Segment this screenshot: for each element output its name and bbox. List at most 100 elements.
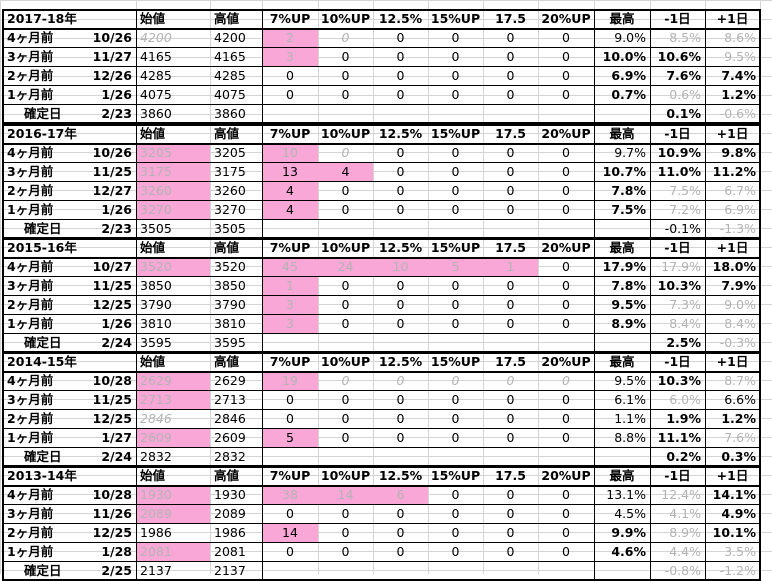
column-header[interactable]: 17.5	[495, 126, 526, 141]
column-header[interactable]: 10%UP	[320, 468, 371, 483]
cell-p15[interactable]: 0	[451, 316, 460, 331]
cell-p20[interactable]: 0	[562, 278, 570, 293]
cell-high[interactable]: 2609	[214, 430, 246, 445]
cell-m1[interactable]: 2.5%	[666, 335, 701, 350]
cell-start[interactable]: 3595	[140, 335, 172, 350]
cell-p175[interactable]: 0	[506, 392, 515, 407]
cell-m1[interactable]: 12.4%	[661, 487, 701, 502]
cell-p10[interactable]: 0	[341, 544, 350, 559]
cell-label[interactable]: 1ヶ月前	[7, 316, 54, 331]
cell-date[interactable]: 11/27	[92, 49, 132, 64]
column-header[interactable]: 7%UP	[269, 240, 311, 255]
cell-p7[interactable]	[262, 104, 318, 123]
cell-m1[interactable]: 7.5%	[669, 183, 701, 198]
cell-high[interactable]: 3860	[214, 106, 246, 121]
cell-date[interactable]: 11/25	[92, 164, 132, 179]
column-header[interactable]: -1日	[664, 240, 691, 255]
cell-p15[interactable]	[428, 447, 483, 466]
cell-p10[interactable]: 0	[341, 278, 350, 293]
cell-p15[interactable]: 5	[428, 257, 483, 276]
cell-date[interactable]: 12/25	[92, 297, 132, 312]
cell-high[interactable]: 2081	[214, 544, 246, 559]
cell-m1[interactable]: 4.1%	[669, 506, 701, 521]
cell-p125[interactable]: 0	[396, 392, 405, 407]
cell-label[interactable]: 4ヶ月前	[7, 373, 54, 388]
cell-p125[interactable]	[373, 104, 428, 123]
cell-p7[interactable]: 2	[262, 28, 318, 47]
column-header[interactable]: 20%UP	[541, 11, 591, 26]
cell-start[interactable]: 3270	[136, 200, 210, 219]
cell-p20[interactable]: 0	[562, 164, 570, 179]
cell-p10[interactable]: 0	[341, 30, 350, 45]
cell-label[interactable]: 2ヶ月前	[7, 297, 54, 312]
cell-p10[interactable]: 0	[341, 373, 350, 388]
cell-p175[interactable]: 0	[506, 430, 515, 445]
cell-date[interactable]: 10/28	[92, 487, 132, 502]
cell-start[interactable]: 3850	[140, 278, 172, 293]
cell-high[interactable]: 4075	[214, 87, 246, 102]
cell-high[interactable]: 3175	[214, 164, 246, 179]
cell-p7[interactable]: 45	[262, 257, 318, 276]
column-header[interactable]: 20%UP	[541, 354, 591, 369]
cell-p10[interactable]: 0	[341, 430, 350, 445]
column-header[interactable]: 高値	[214, 11, 240, 26]
cell-p175[interactable]	[483, 447, 538, 466]
column-header[interactable]: 最高	[609, 126, 635, 141]
column-header[interactable]: 12.5%	[378, 354, 423, 369]
cell-p1[interactable]: 11.2%	[712, 164, 756, 179]
cell-p7[interactable]: 13	[262, 162, 318, 181]
cell-p125[interactable]: 0	[396, 506, 405, 521]
cell-p1[interactable]: 6.9%	[724, 202, 756, 217]
cell-p20[interactable]: 0	[562, 87, 570, 102]
cell-max[interactable]: 10.7%	[602, 164, 646, 179]
cell-high[interactable]: 2832	[214, 449, 246, 464]
cell-max[interactable]	[594, 447, 650, 466]
cell-p175[interactable]: 0	[506, 506, 515, 521]
cell-high[interactable]: 3260	[214, 183, 246, 198]
cell-label[interactable]: 3ヶ月前	[7, 164, 54, 179]
cell-p1[interactable]: -0.3%	[719, 335, 756, 350]
cell-p125[interactable]: 0	[396, 202, 405, 217]
cell-start[interactable]: 4285	[140, 68, 172, 83]
cell-start[interactable]: 3260	[136, 181, 210, 200]
cell-date[interactable]: 10/26	[92, 30, 132, 45]
cell-date[interactable]: 10/27	[92, 259, 132, 274]
cell-p175[interactable]: 0	[506, 87, 515, 102]
cell-p20[interactable]: 0	[562, 145, 570, 160]
cell-start[interactable]: 3860	[140, 106, 172, 121]
cell-p20[interactable]: 0	[562, 525, 570, 540]
cell-p1[interactable]: 18.0%	[712, 259, 756, 274]
cell-label[interactable]: 4ヶ月前	[7, 30, 54, 45]
cell-p20[interactable]: 0	[562, 373, 570, 388]
cell-m1[interactable]: 7.2%	[669, 202, 701, 217]
column-header[interactable]: +1日	[716, 11, 749, 26]
cell-p7[interactable]	[262, 333, 318, 352]
cell-label[interactable]: 確定日	[24, 449, 62, 464]
cell-label[interactable]: 4ヶ月前	[7, 487, 54, 502]
cell-m1[interactable]: -0.1%	[664, 221, 701, 236]
cell-p175[interactable]: 0	[506, 30, 515, 45]
cell-p7[interactable]: 3	[262, 47, 318, 66]
cell-p15[interactable]: 0	[451, 183, 460, 198]
column-header[interactable]: 7%UP	[269, 126, 311, 141]
cell-start[interactable]: 3810	[140, 316, 172, 331]
cell-p7[interactable]: 0	[286, 411, 294, 426]
cell-p125[interactable]: 0	[396, 68, 405, 83]
cell-max[interactable]: 7.8%	[611, 183, 646, 198]
column-header[interactable]: +1日	[716, 240, 749, 255]
cell-p125[interactable]: 0	[396, 316, 405, 331]
column-header[interactable]: +1日	[716, 126, 749, 141]
year-label[interactable]: 2016-17年	[7, 126, 77, 141]
cell-p7[interactable]: 38	[262, 485, 318, 504]
cell-label[interactable]: 2ヶ月前	[7, 411, 54, 426]
column-header[interactable]: -1日	[664, 11, 691, 26]
column-header[interactable]: 20%UP	[541, 240, 591, 255]
cell-p20[interactable]: 0	[562, 297, 570, 312]
cell-p20[interactable]	[538, 447, 594, 466]
cell-p15[interactable]: 0	[451, 164, 460, 179]
cell-p175[interactable]: 0	[506, 68, 515, 83]
cell-m1[interactable]: -0.8%	[664, 563, 701, 578]
cell-start[interactable]: 2713	[136, 390, 210, 409]
column-header[interactable]: 17.5	[495, 354, 526, 369]
cell-p20[interactable]: 0	[562, 49, 570, 64]
